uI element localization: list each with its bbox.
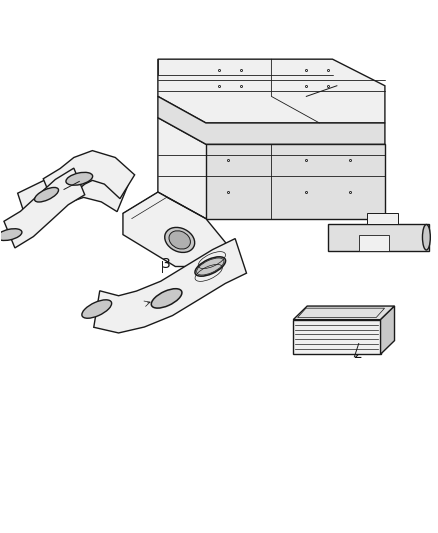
Polygon shape	[43, 151, 134, 205]
Polygon shape	[381, 306, 395, 354]
Ellipse shape	[423, 224, 430, 250]
Ellipse shape	[66, 172, 93, 185]
Polygon shape	[4, 168, 85, 248]
Text: 2: 2	[354, 347, 363, 361]
Ellipse shape	[169, 231, 191, 249]
Polygon shape	[367, 213, 398, 224]
Ellipse shape	[0, 229, 22, 240]
Text: 3: 3	[162, 257, 171, 271]
Polygon shape	[158, 59, 385, 123]
Text: 4: 4	[57, 182, 66, 197]
Polygon shape	[18, 165, 129, 223]
Ellipse shape	[195, 257, 226, 276]
Ellipse shape	[165, 228, 194, 253]
Polygon shape	[206, 144, 385, 219]
Polygon shape	[293, 320, 381, 354]
Polygon shape	[158, 96, 385, 144]
Polygon shape	[359, 235, 389, 251]
Polygon shape	[123, 192, 228, 266]
Polygon shape	[328, 224, 428, 251]
Ellipse shape	[151, 289, 182, 308]
Polygon shape	[293, 306, 395, 320]
Polygon shape	[94, 239, 247, 333]
Ellipse shape	[82, 300, 112, 318]
Text: 1: 1	[337, 76, 346, 90]
Ellipse shape	[35, 188, 59, 202]
Polygon shape	[158, 118, 385, 219]
